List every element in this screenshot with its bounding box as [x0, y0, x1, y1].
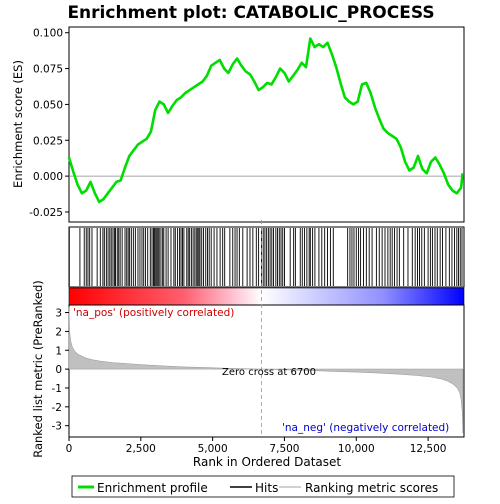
bottom-y-tick-label: 2 [55, 326, 62, 338]
negative-correlation-label: 'na_neg' (negatively correlated) [282, 422, 449, 434]
top-y-tick-label: 0.100 [33, 28, 63, 40]
enrichment-score-panel: -0.025 0.000 0.025 0.050 0.075 0.100 [29, 26, 465, 223]
color-bar [68, 287, 465, 306]
x-axis-label: Rank in Ordered Dataset [193, 455, 341, 469]
top-y-tick-label: 0.050 [33, 99, 63, 111]
x-tick-label: 7,500 [269, 443, 299, 455]
positive-correlation-label: 'na_pos' (positively correlated) [73, 307, 234, 319]
rank-color-bar [68, 287, 465, 306]
top-y-tick-label: 0.075 [33, 64, 63, 76]
legend-box [71, 475, 455, 498]
x-tick-label: 12,500 [410, 443, 447, 455]
bottom-panel-y-axis-label: Ranked list metric (PreRanked) [31, 280, 45, 458]
top-panel-frame [68, 26, 465, 223]
bottom-y-tick-label: 3 [55, 308, 62, 320]
bottom-y-tick-label: -3 [52, 421, 62, 433]
zero-cross-label: Zero cross at 6700 [222, 367, 316, 378]
bottom-y-tick-label: 1 [55, 345, 62, 357]
x-tick-label: 10,000 [338, 443, 375, 455]
chart-title: Enrichment plot: CATABOLIC_PROCESS [67, 3, 434, 23]
bottom-y-tick-label: 0 [55, 364, 62, 376]
x-tick-label: 2,500 [126, 443, 156, 455]
legend-enrichment-label: Enrichment profile [97, 481, 208, 495]
top-y-tick-label: 0.000 [33, 171, 63, 183]
legend-ranking-label: Ranking metric scores [305, 481, 438, 495]
top-y-tick-label: 0.025 [33, 135, 63, 147]
ranked-metric-panel: -3 -2 -1 0 1 2 3 0 2,500 5,000 7,500 10,000 12,500 [52, 220, 465, 455]
x-tick-label: 5,000 [198, 443, 228, 455]
bottom-y-tick-label: -1 [52, 383, 62, 395]
legend: Enrichment profile Hits Ranking metric s… [71, 475, 455, 498]
top-panel-y-axis-label: Enrichment score (ES) [11, 60, 25, 188]
legend-hits-label: Hits [255, 481, 278, 495]
hits-panel [68, 226, 465, 288]
bottom-y-tick-label: -2 [52, 402, 62, 414]
top-y-tick-label: -0.025 [29, 207, 63, 219]
enrichment-profile-line [67, 37, 464, 204]
x-tick-label: 0 [66, 443, 73, 455]
